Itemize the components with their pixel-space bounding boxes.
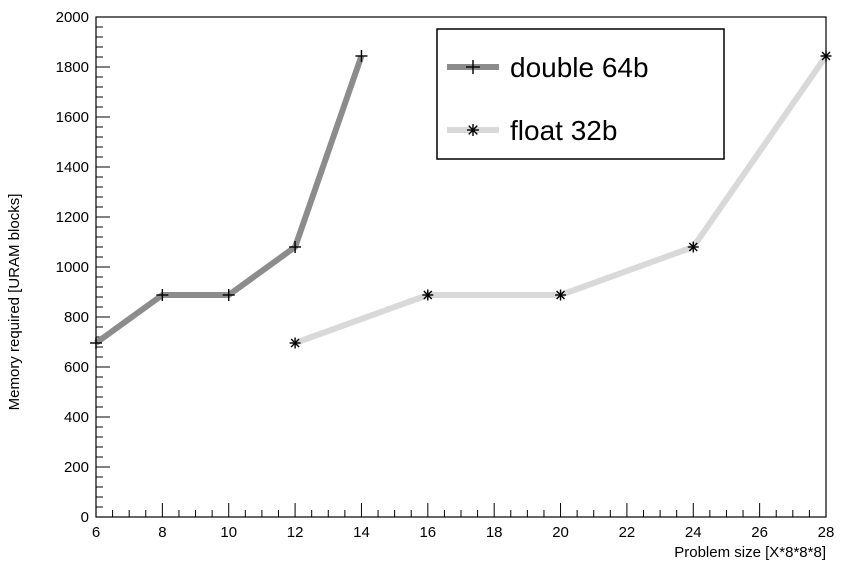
x-tick-label: 22 xyxy=(619,524,636,541)
x-tick-label: 18 xyxy=(486,524,503,541)
x-tick-label: 8 xyxy=(158,524,166,541)
x-tick-label: 24 xyxy=(685,524,702,541)
y-tick-label: 1800 xyxy=(56,59,89,76)
y-tick-label: 200 xyxy=(64,459,89,476)
axes: 0 200 400 600 800 1000 1200 1400 1600 1800 2000 6 8 1… xyxy=(56,9,835,541)
legend-point-float-32b xyxy=(467,124,479,136)
data-point-float-32b xyxy=(687,241,699,253)
x-tick-label: 16 xyxy=(419,524,436,541)
y-tick-label: 0 xyxy=(81,509,89,526)
y-tick-label: 1400 xyxy=(56,159,89,176)
legend-label-double-64b: double 64b xyxy=(510,52,649,83)
legend-marker-float-32b xyxy=(467,124,479,136)
y-axis-title: Memory required [URAM blocks] xyxy=(6,194,23,411)
legend: double 64b float 32b xyxy=(436,28,725,160)
y-tick-label: 1600 xyxy=(56,109,89,126)
data-point-double-64b xyxy=(289,241,302,253)
series-layer xyxy=(90,50,832,349)
y-tick-label: 1000 xyxy=(56,259,89,276)
x-tick-label: 26 xyxy=(751,524,768,541)
y-tick-label: 2000 xyxy=(56,9,89,26)
x-tick-label: 12 xyxy=(287,524,304,541)
x-tick-label: 10 xyxy=(220,524,237,541)
data-point-double-64b xyxy=(156,289,169,301)
x-tick-label: 6 xyxy=(92,524,100,541)
legend-marker-double-64b xyxy=(466,60,480,74)
plot-frame xyxy=(95,16,827,518)
data-point-float-32b xyxy=(422,289,434,301)
y-tick-label: 400 xyxy=(64,409,89,426)
x-axis-title: Problem size [X*8*8*8] xyxy=(674,544,826,561)
data-point-float-32b xyxy=(289,337,301,349)
x-tick-label: 14 xyxy=(353,524,370,541)
data-point-double-64b xyxy=(222,289,235,301)
data-point-double-64b xyxy=(355,50,368,62)
y-tick-label: 600 xyxy=(64,359,89,376)
y-tick-label: 800 xyxy=(64,309,89,326)
x-tick-label: 20 xyxy=(552,524,569,541)
y-tick-label: 1200 xyxy=(56,209,89,226)
data-point-float-32b xyxy=(555,289,567,301)
legend-label-float-32b: float 32b xyxy=(510,115,617,146)
legend-box xyxy=(436,28,725,160)
x-tick-label: 28 xyxy=(818,524,835,541)
legend-point-double-64b xyxy=(466,60,480,74)
